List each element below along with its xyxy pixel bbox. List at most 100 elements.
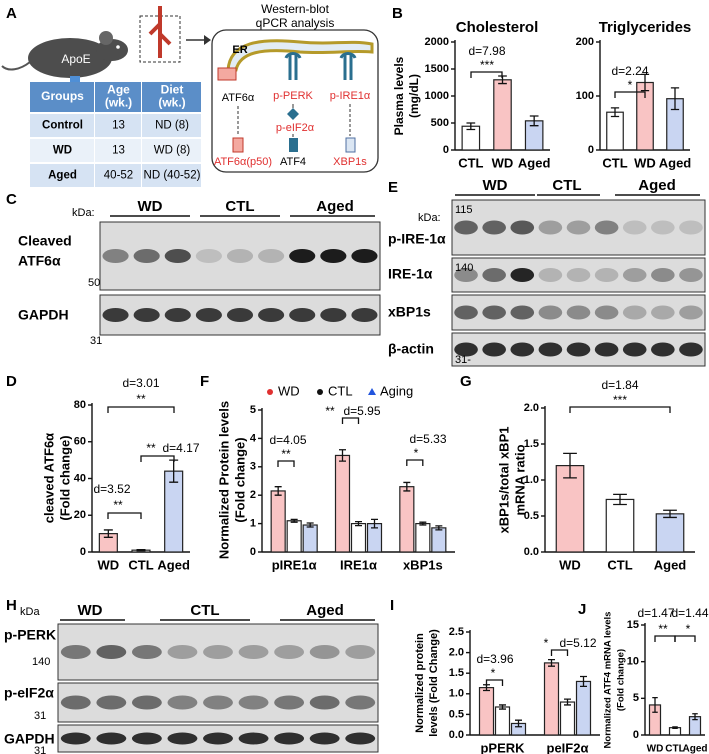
lane-group: CTL xyxy=(225,198,254,215)
error-bar xyxy=(306,522,314,528)
table-header-cell xyxy=(30,82,94,112)
error-bar xyxy=(419,521,427,526)
error-bar xyxy=(672,726,678,730)
y-tick-label: 1500 xyxy=(425,63,449,75)
x-tick-label: CTL xyxy=(128,557,153,572)
annotation: d=1.47 xyxy=(637,606,674,620)
blot-band xyxy=(345,695,376,710)
y-tick-label: 0 xyxy=(633,729,639,741)
pathway-label: ATF6α(p50) xyxy=(214,156,272,168)
y-tick-label: 2.0 xyxy=(524,402,539,414)
y-tick-label: 0 xyxy=(250,546,256,558)
blot-band xyxy=(60,695,91,710)
table-cell xyxy=(30,114,94,137)
error-bar xyxy=(663,509,677,519)
blot-label: ATF6α xyxy=(18,253,61,269)
blot-band xyxy=(594,268,619,282)
blot-band xyxy=(320,249,347,263)
blot-band xyxy=(203,645,233,659)
bar xyxy=(164,470,184,553)
table-cell xyxy=(30,164,94,187)
error-bar xyxy=(499,704,506,710)
annotation: d=2.24 xyxy=(611,64,648,78)
error-bar xyxy=(692,713,698,721)
table-cell-text: ND (8) xyxy=(155,120,189,132)
x-tick-label: WD xyxy=(97,557,119,572)
y-axis-label: Plasma levels xyxy=(392,56,406,135)
annotation: d=5.12 xyxy=(559,636,596,650)
y-tick-label: 5 xyxy=(250,404,256,416)
blot-band xyxy=(622,342,647,357)
x-tick-label: WD xyxy=(559,557,581,572)
blot-band xyxy=(274,695,305,710)
y-axis-label: xBP1s/total xBP1 xyxy=(496,427,511,534)
ire1-receptor xyxy=(339,52,357,80)
pathway-label: ATF4 xyxy=(280,156,306,168)
annotation: d=7.98 xyxy=(468,44,505,58)
panel-label: B xyxy=(392,5,403,22)
kda-marker: 50 xyxy=(88,277,100,289)
blot-band xyxy=(454,220,478,235)
cell-box xyxy=(211,29,379,173)
significance-bracket xyxy=(107,512,142,519)
panel-label: A xyxy=(6,5,17,22)
bar xyxy=(478,687,495,736)
error-bar xyxy=(580,675,587,688)
y-axis-label: cleaved ATF6α xyxy=(41,433,56,523)
bar xyxy=(559,701,576,736)
lane-group: WD xyxy=(138,198,163,215)
y-tick-label: 1 xyxy=(250,518,256,530)
blot-band xyxy=(679,268,703,282)
legend-label: Aging xyxy=(380,383,413,398)
significance-bracket xyxy=(485,679,504,686)
blot-band xyxy=(651,342,675,357)
blot-band xyxy=(510,268,535,282)
significance-bracket xyxy=(107,406,175,413)
x-tick-label: peIF2α xyxy=(547,740,589,754)
kda-marker: 140 xyxy=(32,656,50,668)
y-tick-label: 0.5 xyxy=(449,708,464,720)
panel-label: J xyxy=(578,601,586,618)
blot-band xyxy=(538,342,563,357)
artery xyxy=(148,6,172,58)
significance-bracket xyxy=(614,91,646,98)
chart-title: Cholesterol xyxy=(456,19,539,36)
blot-band xyxy=(195,249,222,263)
kda-label: kDa: xyxy=(72,207,95,219)
blot-band xyxy=(482,305,506,320)
y-tick-label: 2.5 xyxy=(449,626,464,638)
blot-band xyxy=(679,305,703,320)
bar xyxy=(399,486,415,553)
error-bar xyxy=(290,518,298,523)
error-bar xyxy=(403,481,411,492)
x-tick-label: CTL xyxy=(607,557,632,572)
table-cell-text: WD xyxy=(53,145,72,157)
blot-band xyxy=(594,220,619,235)
lane-group: Aged xyxy=(316,198,354,215)
blot-band xyxy=(274,732,305,745)
error-bar xyxy=(610,107,620,118)
annotation: d=3.96 xyxy=(476,652,513,666)
y-tick-label: 10 xyxy=(627,656,639,668)
table-header: (wk.) xyxy=(158,96,185,110)
blot-band xyxy=(238,645,269,659)
x-tick-label: IRE1α xyxy=(340,557,377,572)
blot-label: GAPDH xyxy=(18,307,69,323)
y-tick-label: 1.5 xyxy=(449,667,464,679)
y-axis-label: (mg/dL) xyxy=(407,74,421,118)
error-bar xyxy=(435,525,443,531)
panel-label: E xyxy=(388,179,398,196)
error-bar xyxy=(670,87,680,111)
table-header-cell xyxy=(95,82,141,112)
blot-band xyxy=(195,308,222,322)
annotation: ** xyxy=(146,441,156,455)
y-tick-label: 15 xyxy=(627,619,639,631)
table-cell xyxy=(95,164,141,187)
table-cell xyxy=(30,139,94,162)
blot-label: p-IRE-1α xyxy=(388,231,446,247)
y-axis-label: Normalized Protein levels xyxy=(216,401,231,559)
y-tick-label: 1.0 xyxy=(524,474,539,486)
significance-bracket xyxy=(654,635,676,642)
x-tick-label: Aged xyxy=(654,557,687,572)
significance-bracket xyxy=(406,459,424,466)
